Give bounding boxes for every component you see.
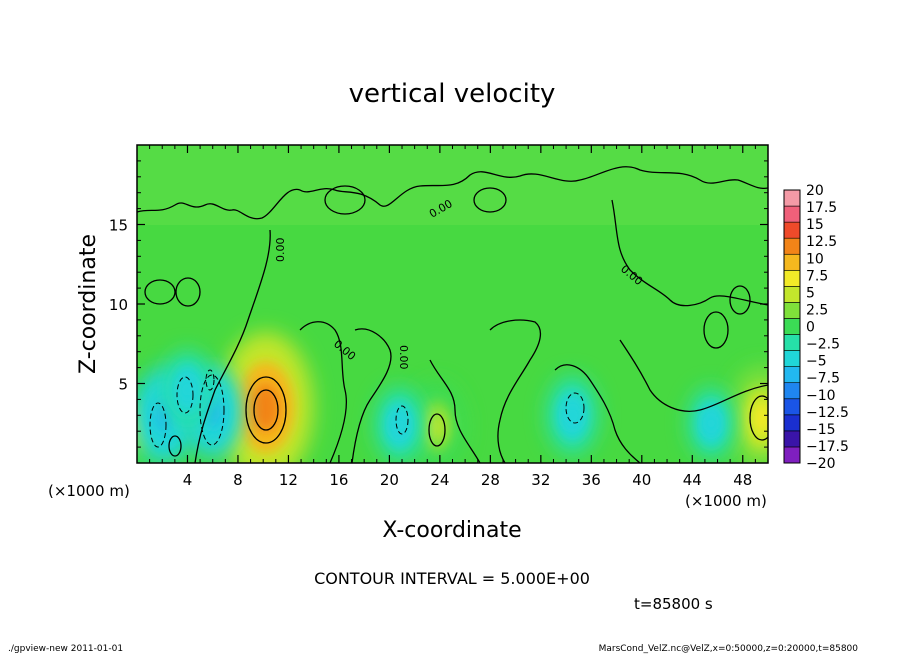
colorbar-swatch (783, 221, 801, 239)
feature-core (751, 401, 768, 436)
colorbar-label: −12.5 (806, 405, 849, 421)
colorbar-swatch (783, 189, 801, 207)
colorbar-swatch (783, 318, 801, 335)
plot-area (137, 145, 768, 463)
colorbar-swatch (783, 302, 801, 319)
feature-core (704, 411, 719, 435)
y-axis-label: Z-coordinate (76, 234, 101, 374)
colorbar-swatch (783, 253, 801, 271)
colorbar-label: 17.5 (806, 200, 837, 216)
contour-label-1: 0.00 (274, 238, 287, 263)
y-axis-ticks: 5 10 15 (109, 160, 768, 448)
chart-title: vertical velocity (349, 79, 556, 109)
feature-core (427, 412, 445, 441)
x-tick-label: 48 (733, 471, 752, 489)
colorbar-label: −5 (806, 354, 827, 370)
colorbar-label: −17.5 (806, 439, 849, 455)
colorbar-label: 0 (806, 320, 815, 336)
x-tick-label: 8 (233, 471, 243, 489)
x-axis-label: X-coordinate (382, 518, 521, 543)
footer-left: ./gpview-new 2011-01-01 (8, 644, 123, 654)
colorbar-label: −2.5 (806, 337, 840, 353)
colorbar-label: −15 (806, 422, 836, 438)
feature-core (564, 402, 581, 429)
colorbar-swatch (783, 286, 801, 303)
colorbar-swatch (783, 446, 801, 464)
x-axis-ticks: 4 8 12 16 20 24 28 32 36 40 44 48 (149, 145, 756, 489)
x-tick-label: 36 (582, 471, 601, 489)
colorbar-swatch (783, 398, 801, 416)
colorbar-swatch (783, 269, 801, 287)
footer-right: MarsCond_VelZ.nc@VelZ,x=0:50000,z=0:2000… (599, 644, 859, 654)
colorbar-swatch (783, 205, 801, 223)
colorbar-label: 2.5 (806, 302, 828, 318)
contour-interval-text: CONTOUR INTERVAL = 5.000E+00 (314, 569, 590, 588)
colorbar-label: 7.5 (806, 268, 828, 284)
y-tick-label: 10 (109, 296, 128, 314)
colorbar-label: 15 (806, 217, 824, 233)
colorbar-label: 10 (806, 251, 824, 267)
x-tick-label: 20 (380, 471, 399, 489)
colorbar-swatch (783, 366, 801, 384)
x-unit-right: (×1000 m) (685, 492, 767, 510)
time-text: t=85800 s (634, 595, 713, 613)
colorbar-swatch (783, 350, 801, 367)
y-tick-label: 5 (118, 376, 128, 394)
colorbar-label: 5 (806, 285, 815, 301)
contour-lines (137, 166, 768, 463)
colorbar-frame (783, 189, 801, 464)
x-unit-left: (×1000 m) (48, 482, 130, 500)
x-tick-label: 24 (430, 471, 449, 489)
colorbar-label: 20 (806, 183, 824, 199)
colorbar-label: −10 (806, 388, 836, 404)
x-tick-label: 44 (683, 471, 702, 489)
y-tick-label: 15 (109, 217, 128, 235)
x-tick-label: 4 (183, 471, 193, 489)
colorbar-label: −20 (806, 456, 836, 472)
contour-label-3: 0.00 (397, 345, 410, 370)
x-tick-label: 16 (329, 471, 348, 489)
x-tick-label: 28 (481, 471, 500, 489)
colorbar-label: 12.5 (806, 234, 837, 250)
x-tick-label: 40 (632, 471, 651, 489)
colorbar-swatch (783, 237, 801, 255)
colorbar-swatch (783, 430, 801, 448)
dashed-contours (149, 369, 585, 448)
x-tick-label: 32 (531, 471, 550, 489)
colorbar-swatch (783, 414, 801, 432)
colorbar-label: −7.5 (806, 371, 840, 387)
colorbar-swatch (783, 334, 801, 351)
colorbar-swatch (783, 382, 801, 400)
x-tick-label: 12 (279, 471, 298, 489)
